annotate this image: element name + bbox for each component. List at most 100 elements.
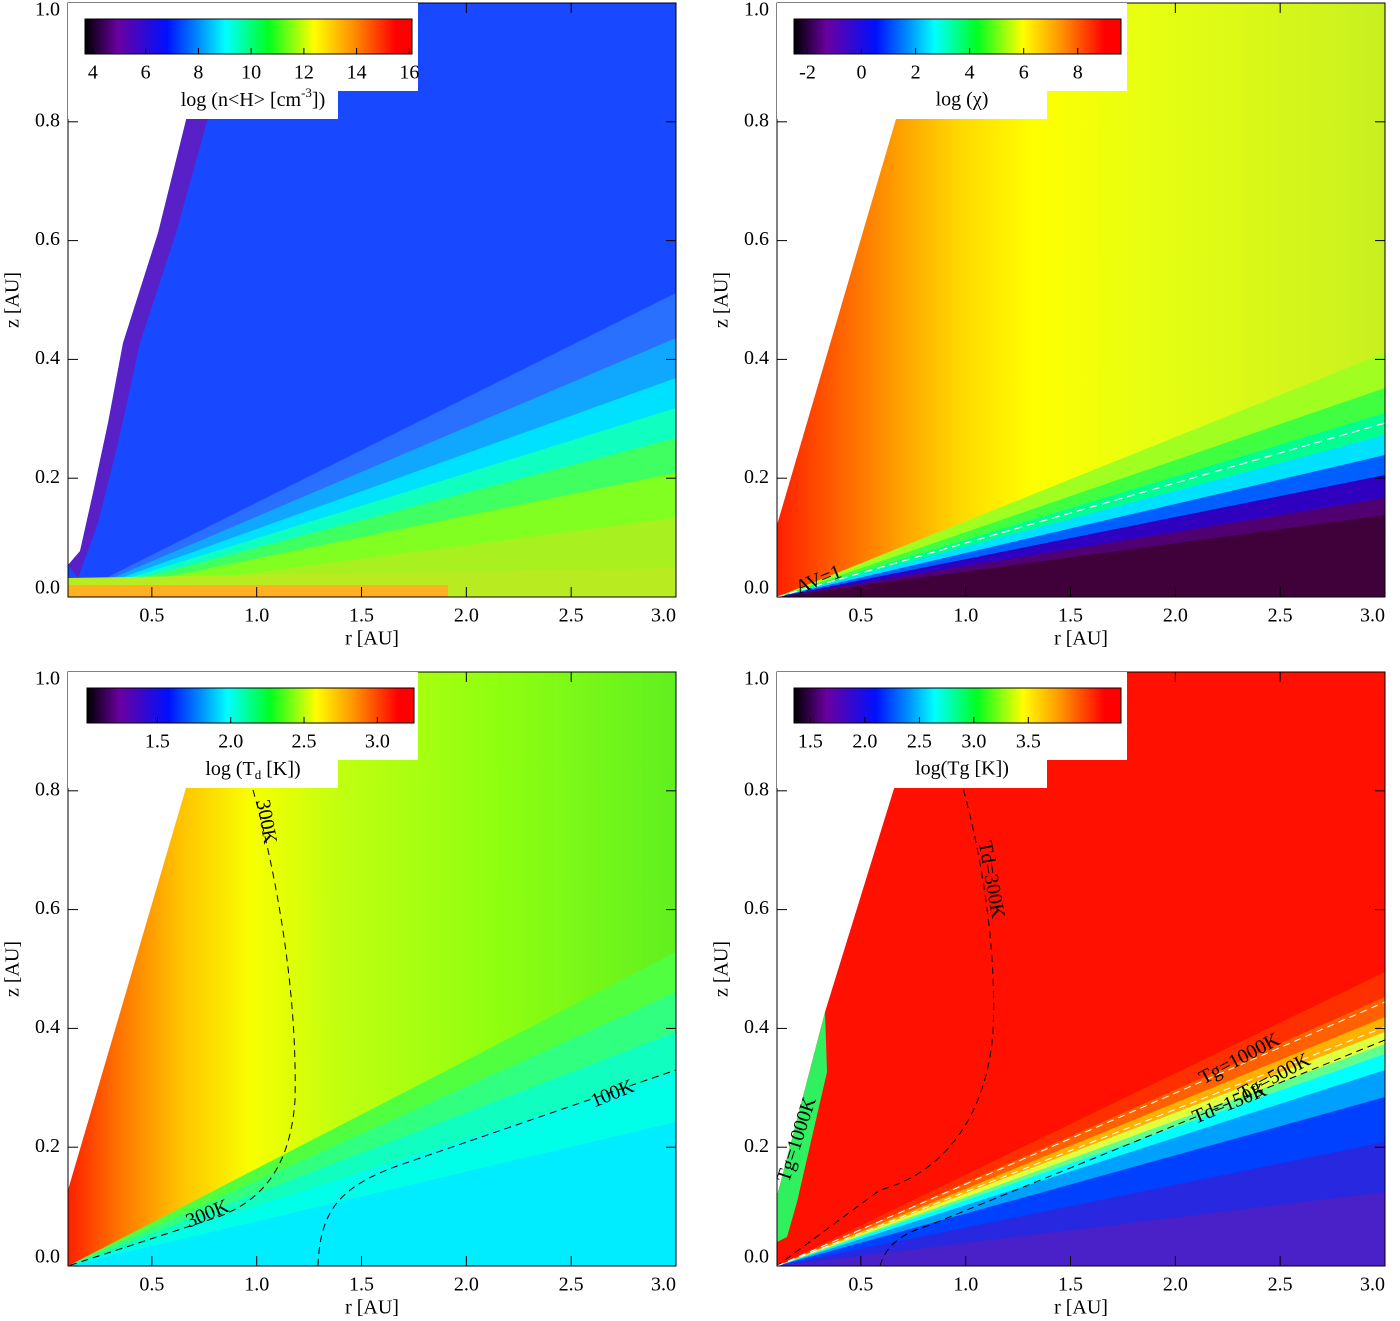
contour-line — [777, 777, 995, 1266]
x-tick-label: 2.0 — [454, 1274, 479, 1296]
colorbar-tick-label: 4 — [965, 62, 975, 84]
y-tick-label: 0.6 — [744, 897, 769, 919]
x-axis-label: r [AU] — [1054, 628, 1108, 650]
x-tick-label: 2.5 — [559, 605, 584, 627]
colorbar-tick-label: 8 — [1073, 62, 1083, 84]
colorbar-tick-label: 2.5 — [292, 731, 317, 753]
label-part: [K]) — [261, 758, 300, 780]
colorbar-tick-label: 3.0 — [365, 731, 390, 753]
colorbar-tick-label: 12 — [294, 62, 314, 84]
colorbar-tick-label: 6 — [141, 62, 151, 84]
contour-line — [777, 1001, 1385, 1266]
contour-line — [879, 1039, 1385, 1266]
colorbar-label: log (χ) — [936, 89, 989, 111]
y-tick-label: 0.0 — [35, 1246, 60, 1268]
colorbar-tick-label: 8 — [193, 62, 203, 84]
colorbar-label: log (n<H> [cm-3]) — [181, 85, 325, 111]
y-tick-label: 1.0 — [744, 668, 769, 690]
x-tick-label: 1.0 — [953, 605, 978, 627]
y-axis-label: z [AU] — [2, 941, 24, 997]
y-tick-label: 1.0 — [35, 0, 60, 21]
y-tick-label: 0.8 — [35, 109, 60, 131]
y-tick-label: 0.4 — [744, 1016, 769, 1038]
colorbar-tick-label: 2 — [911, 62, 921, 84]
x-tick-label: 0.5 — [848, 605, 873, 627]
x-tick-label: 3.0 — [651, 1274, 676, 1296]
x-tick-label: 1.0 — [244, 605, 269, 627]
contour-line — [777, 1026, 1385, 1266]
x-axis-label: r [AU] — [345, 628, 399, 650]
colorbar-tick-label: 16 — [399, 62, 419, 84]
x-tick-label: 1.0 — [953, 1274, 978, 1296]
y-tick-label: 0.0 — [35, 577, 60, 599]
x-tick-label: 0.5 — [139, 605, 164, 627]
colorbar — [793, 18, 1122, 55]
x-tick-label: 1.5 — [349, 605, 374, 627]
x-tick-label: 2.5 — [1268, 1274, 1293, 1296]
colorbar — [793, 687, 1122, 724]
colorbar — [86, 687, 415, 724]
y-tick-label: 0.2 — [35, 466, 60, 488]
label-part: log (n<H> [cm — [181, 89, 302, 111]
label-sup: -3 — [301, 85, 312, 100]
field-band — [68, 3, 240, 578]
label-part: log (T — [205, 758, 254, 780]
colorbar-tick-label: 2.5 — [907, 731, 932, 753]
y-tick-label: 0.2 — [35, 1135, 60, 1157]
colorbar-tick-label: 3.0 — [961, 731, 986, 753]
x-tick-label: 1.5 — [1058, 1274, 1083, 1296]
y-tick-label: 0.4 — [35, 347, 60, 369]
y-tick-label: 0.6 — [35, 897, 60, 919]
field-band — [777, 1192, 1385, 1266]
label-part: ]) — [312, 89, 325, 111]
field — [68, 3, 676, 597]
colorbar-tick-label: 10 — [241, 62, 261, 84]
colorbar-tick-label: 3.5 — [1016, 731, 1041, 753]
x-axis-label: r [AU] — [1054, 1297, 1108, 1319]
field-band — [68, 585, 448, 597]
y-axis-label: z [AU] — [2, 272, 24, 328]
x-tick-label: 0.5 — [848, 1274, 873, 1296]
field — [68, 672, 676, 1266]
x-tick-label: 3.0 — [1360, 1274, 1385, 1296]
y-tick-label: 0.8 — [744, 109, 769, 131]
contour-line — [777, 422, 1385, 597]
y-tick-label: 0.6 — [35, 228, 60, 250]
y-axis-label: z [AU] — [711, 941, 733, 997]
x-tick-label: 2.0 — [1163, 605, 1188, 627]
y-tick-label: 0.2 — [744, 466, 769, 488]
y-tick-label: 0.8 — [35, 778, 60, 800]
label-sub: d — [255, 767, 262, 782]
y-tick-label: 0.2 — [744, 1135, 769, 1157]
colorbar-tick-label: 1.5 — [145, 731, 170, 753]
x-tick-label: 3.0 — [651, 605, 676, 627]
field-band — [777, 1012, 827, 1242]
colorbar-tick-label: 1.5 — [798, 731, 823, 753]
colorbar-tick-label: 0 — [857, 62, 867, 84]
y-tick-label: 0.4 — [35, 1016, 60, 1038]
x-tick-label: 2.5 — [559, 1274, 584, 1296]
colorbar-tick-label: 14 — [347, 62, 367, 84]
contour-line — [68, 789, 296, 1266]
y-tick-label: 0.0 — [744, 1246, 769, 1268]
x-axis-label: r [AU] — [345, 1297, 399, 1319]
colorbar-tick-label: 2.0 — [852, 731, 877, 753]
x-tick-label: 1.0 — [244, 1274, 269, 1296]
y-axis-label: z [AU] — [711, 272, 733, 328]
colorbar-tick-label: 6 — [1019, 62, 1029, 84]
x-tick-label: 1.5 — [1058, 605, 1083, 627]
x-tick-label: 1.5 — [349, 1274, 374, 1296]
colorbar-label: log(Tg [K]) — [915, 758, 1009, 780]
field — [777, 672, 1385, 1266]
colorbar-tick-label: -2 — [799, 62, 816, 84]
x-tick-label: 0.5 — [139, 1274, 164, 1296]
x-tick-label: 3.0 — [1360, 605, 1385, 627]
y-tick-label: 0.4 — [744, 347, 769, 369]
colorbar — [84, 18, 413, 55]
x-tick-label: 2.0 — [454, 605, 479, 627]
y-tick-label: 0.6 — [744, 228, 769, 250]
y-tick-label: 0.8 — [744, 778, 769, 800]
colorbar-tick-label: 2.0 — [218, 731, 243, 753]
y-tick-label: 1.0 — [744, 0, 769, 21]
